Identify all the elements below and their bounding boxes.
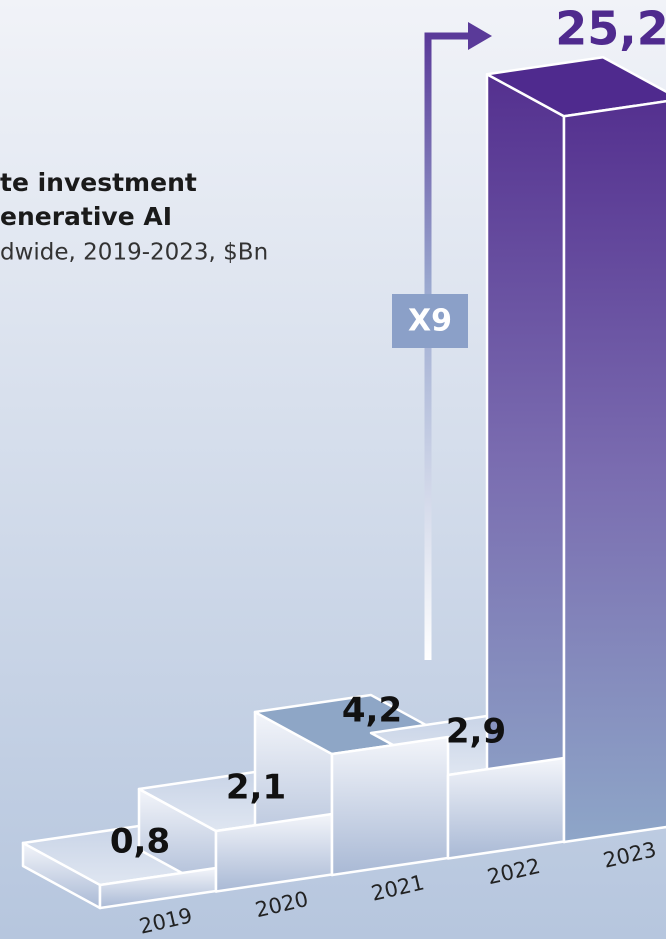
bar [446, 756, 566, 860]
value-label: 25,2 [555, 2, 666, 56]
annotation-box [392, 294, 468, 348]
title-line: enerative AI [0, 202, 172, 231]
bar [330, 735, 450, 877]
value-label: 2,1 [226, 768, 286, 808]
value-label: 4,2 [342, 691, 402, 731]
subtitle: dwide, 2019-2023, $Bn [0, 240, 268, 266]
title-line: te investment [0, 168, 197, 197]
value-label: 0,8 [110, 821, 170, 861]
bar [562, 100, 666, 844]
arrow-head [468, 22, 492, 50]
value-label: 2,9 [446, 711, 506, 751]
growth-arrow: X9 [392, 22, 492, 660]
annotation: X9 [408, 304, 452, 339]
arrow-line [424, 32, 470, 660]
